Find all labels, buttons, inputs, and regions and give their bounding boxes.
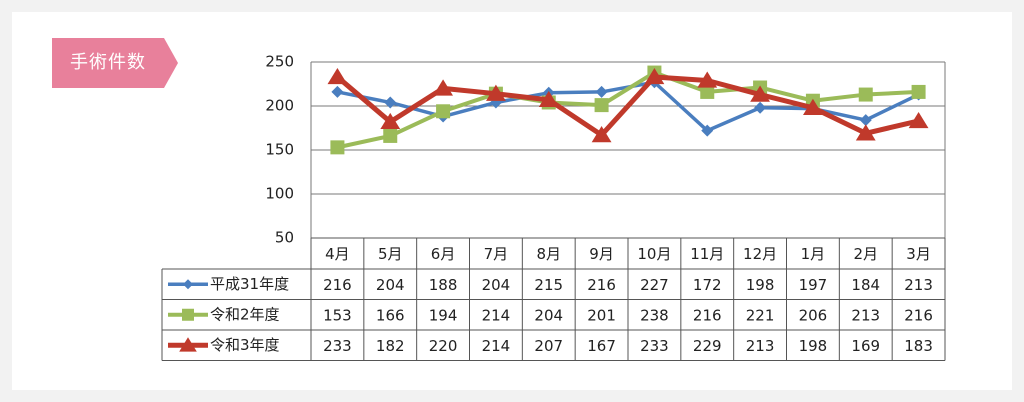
y-tick-label: 50 — [275, 229, 294, 247]
data-point — [858, 87, 873, 102]
table-cell-value: 198 — [799, 337, 828, 355]
y-tick-label: 200 — [265, 97, 294, 115]
category-label: 12月 — [743, 245, 777, 263]
data-point — [595, 85, 608, 98]
data-point — [644, 67, 665, 85]
data-point — [803, 98, 823, 115]
table-cell-value: 194 — [429, 306, 458, 324]
table-cell-value: 213 — [904, 276, 933, 294]
table-cell-value: 169 — [851, 337, 880, 355]
category-label: 7月 — [484, 245, 509, 263]
table-cell-value: 201 — [587, 306, 616, 324]
table-cell-value: 198 — [746, 276, 775, 294]
table-cell-value: 184 — [851, 276, 880, 294]
table-cell-value: 229 — [693, 337, 722, 355]
table-cell-value: 233 — [640, 337, 669, 355]
table-cell-value: 213 — [746, 337, 775, 355]
table-cell-value: 216 — [904, 306, 933, 324]
series-lines — [327, 65, 929, 155]
category-label: 4月 — [325, 245, 350, 263]
table-cell-value: 215 — [534, 276, 563, 294]
data-point — [383, 128, 398, 143]
legend-marker — [182, 308, 194, 321]
table-cell-value: 182 — [376, 337, 405, 355]
table-cell-value: 167 — [587, 337, 616, 355]
data-point — [754, 101, 767, 114]
category-label: 2月 — [853, 245, 878, 263]
data-point — [908, 111, 929, 129]
legend-marker — [183, 279, 193, 290]
table-cell-value: 206 — [799, 306, 828, 324]
data-point — [331, 85, 344, 98]
data-point — [327, 67, 348, 85]
category-label: 9月 — [589, 245, 614, 263]
table-cell-value: 166 — [376, 306, 405, 324]
table-cell-value: 214 — [482, 337, 511, 355]
table-cell-value: 197 — [799, 276, 828, 294]
data-point — [701, 124, 714, 137]
data-point — [697, 71, 718, 88]
table-cell-value: 216 — [587, 276, 616, 294]
y-tick-label: 100 — [265, 185, 294, 203]
content-panel — [12, 12, 1012, 390]
table-cell-value: 213 — [851, 306, 880, 324]
data-point — [486, 84, 506, 101]
y-axis-ticks: 50 100 150 200 250 — [265, 53, 294, 247]
category-label: 3月 — [906, 245, 931, 263]
y-tick-label: 250 — [265, 53, 294, 71]
data-point — [700, 84, 715, 99]
legend-label: 令和3年度 — [210, 336, 280, 354]
table-cell-value: 204 — [534, 306, 563, 324]
table-cell-value: 172 — [693, 276, 722, 294]
table-cell-value: 238 — [640, 306, 669, 324]
y-tick-label: 150 — [265, 141, 294, 159]
table-cell-value: 216 — [693, 306, 722, 324]
section-tag — [52, 38, 178, 88]
data-point — [380, 112, 401, 130]
data-point — [855, 124, 876, 141]
table-cell-value: 216 — [323, 276, 352, 294]
data-point — [859, 114, 872, 127]
data-point — [436, 104, 451, 119]
table-cell-value: 220 — [429, 337, 458, 355]
legend-marker — [179, 337, 197, 352]
legend-label: 令和2年度 — [210, 305, 280, 323]
table-cell-value: 153 — [323, 306, 352, 324]
category-label: 11月 — [690, 245, 724, 263]
category-label: 1月 — [801, 245, 826, 263]
data-point — [911, 84, 926, 99]
table-cell-value: 227 — [640, 276, 669, 294]
category-label: 6月 — [431, 245, 456, 263]
category-label: 5月 — [378, 245, 403, 263]
table-cell-value: 221 — [746, 306, 775, 324]
data-point — [594, 98, 609, 113]
section-tag-shape — [52, 38, 178, 88]
category-label: 10月 — [637, 245, 671, 263]
legend-label: 平成31年度 — [210, 275, 289, 293]
data-point — [750, 85, 770, 102]
series-line — [336, 70, 919, 150]
table-cell-value: 233 — [323, 337, 352, 355]
table-cell-value: 207 — [534, 337, 563, 355]
table-cell-value: 188 — [429, 276, 458, 294]
category-label: 8月 — [536, 245, 561, 263]
data-point — [330, 140, 345, 155]
table-cell-value: 204 — [376, 276, 405, 294]
table-cell-value: 214 — [482, 306, 511, 324]
table-cell-value: 183 — [904, 337, 933, 355]
data-point — [591, 126, 612, 143]
data-point — [433, 79, 453, 96]
data-point — [384, 96, 397, 109]
data-point — [538, 90, 559, 108]
table-cell-value: 204 — [482, 276, 511, 294]
